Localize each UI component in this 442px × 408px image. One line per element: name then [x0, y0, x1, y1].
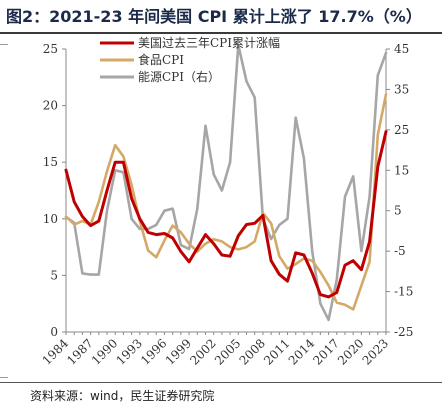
- x-axis-tick-label: 1993: [113, 336, 144, 367]
- title-divider: [0, 32, 442, 34]
- chart-title: 图2：2021-23 年间美国 CPI 累计上涨了 17.7%（%）: [6, 7, 422, 26]
- x-axis-tick-label: 1999: [163, 336, 194, 367]
- right-axis-tick-label: 15: [394, 163, 409, 177]
- series-lines: [64, 43, 388, 322]
- series-line: [64, 130, 388, 299]
- edge-tick: [0, 377, 8, 378]
- x-axis-tick-label: 2002: [187, 336, 218, 367]
- left-axis-tick-label: 5: [50, 268, 58, 282]
- legend-label: 美国过去三年CPI累计涨幅: [138, 35, 280, 50]
- x-axis-tick-label: 2020: [335, 336, 366, 367]
- left-axis-tick-label: 20: [43, 99, 58, 113]
- edge-tick: [0, 44, 8, 45]
- x-axis-tick-label: 1984: [40, 336, 72, 368]
- x-axis-tick-label: 1990: [89, 336, 120, 367]
- source-note: 资料来源：wind，民生证券研究院: [30, 389, 215, 403]
- x-axis-tick-label: 2005: [212, 336, 243, 367]
- legend-label: 食品CPI: [138, 52, 184, 67]
- left-axis-tick-label: 25: [43, 42, 58, 56]
- right-axis-tick-label: 45: [394, 42, 409, 56]
- x-axis-tick-label: 1987: [64, 336, 95, 367]
- right-axis-tick-label: -5: [394, 244, 406, 258]
- x-axis-tick-label: 2011: [261, 336, 292, 367]
- x-axis-tick-label: 2023: [360, 336, 391, 367]
- right-axis-tick-label: 5: [394, 204, 402, 218]
- right-axis-tick-label: -15: [394, 285, 413, 299]
- right-axis-tick-label: -25: [394, 325, 413, 339]
- right-axis-tick-label: 35: [394, 82, 409, 96]
- x-axis-tick-label: 2008: [237, 336, 268, 367]
- left-axis-tick-label: 15: [43, 155, 58, 169]
- x-axis-tick-label: 1996: [138, 336, 169, 367]
- legend-label: 能源CPI（右）: [138, 69, 220, 84]
- left-axis-tick-label: 0: [50, 325, 58, 339]
- x-axis-tick-label: 2014: [286, 336, 318, 368]
- series-line: [64, 43, 388, 322]
- chart: 0510152025-25-15-55152535451984198719901…: [40, 35, 414, 368]
- source-divider: [0, 382, 442, 383]
- x-axis-tick-label: 2017: [310, 336, 341, 367]
- right-axis-tick-label: 25: [394, 123, 409, 137]
- left-axis-tick-label: 10: [43, 212, 58, 226]
